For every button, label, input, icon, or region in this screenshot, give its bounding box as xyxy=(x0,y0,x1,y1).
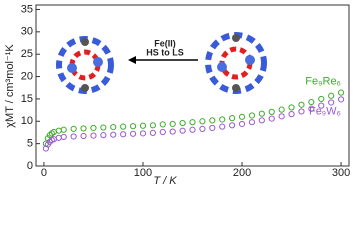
y-tick-label: 35 xyxy=(21,3,33,15)
data-point xyxy=(209,124,216,132)
data-point xyxy=(337,96,345,103)
data-point xyxy=(209,117,216,124)
data-point xyxy=(268,115,275,122)
data-point xyxy=(199,125,206,132)
x-tick-label: 100 xyxy=(134,167,152,179)
data-point xyxy=(169,128,176,135)
cluster-left xyxy=(56,36,114,94)
data-point xyxy=(100,132,107,139)
x-tick-label: 200 xyxy=(233,167,251,179)
annotation: Fe(II) xyxy=(154,38,176,48)
data-point xyxy=(199,118,206,125)
y-tick-label: 0 xyxy=(27,160,33,172)
data-point xyxy=(298,108,305,115)
data-point xyxy=(219,116,226,123)
data-point xyxy=(328,99,335,106)
y-axis-label: χMT / cm³mol⁻¹K xyxy=(4,44,16,128)
data-point xyxy=(189,119,196,126)
x-tick-label: 0 xyxy=(41,167,47,179)
data-point xyxy=(100,124,107,131)
y-tick-label: 20 xyxy=(21,70,33,82)
y-tick-label: 15 xyxy=(21,93,33,105)
y-tick-label: 25 xyxy=(21,48,33,60)
data-point xyxy=(189,126,196,133)
data-point xyxy=(55,134,62,141)
data-point xyxy=(238,120,246,128)
data-point xyxy=(179,127,186,134)
data-point xyxy=(268,108,275,115)
data-point xyxy=(70,133,77,140)
data-point xyxy=(139,122,147,129)
legend-label: Fe₉Re₆ xyxy=(305,76,341,88)
data-point xyxy=(120,131,127,138)
data-point xyxy=(60,126,67,133)
legend-label: Fe₉W₆ xyxy=(309,105,341,117)
y-tick-label: 10 xyxy=(21,115,33,127)
y-tick-label: 30 xyxy=(21,26,33,38)
data-point xyxy=(337,89,345,96)
data-point xyxy=(219,123,226,130)
data-point xyxy=(120,123,127,130)
data-point xyxy=(129,123,137,130)
data-point xyxy=(288,111,295,118)
arrow-head xyxy=(128,56,136,64)
data-point xyxy=(149,122,156,129)
plot-frame xyxy=(35,4,350,167)
chart: Fe(II) HS to LS T / K χMT / cm³mol⁻¹K 0 1… xyxy=(4,3,350,187)
data-point xyxy=(258,110,265,117)
data-point xyxy=(110,131,117,138)
data-point xyxy=(139,130,147,137)
data-point xyxy=(288,104,295,111)
data-point xyxy=(238,113,246,120)
data-point xyxy=(258,117,265,124)
data-point xyxy=(60,133,67,141)
data-point xyxy=(248,112,256,119)
x-tick-label: 300 xyxy=(332,167,350,179)
data-point xyxy=(308,105,315,112)
data-point xyxy=(159,128,166,136)
data-point xyxy=(80,132,87,140)
data-point xyxy=(90,124,97,132)
data-point xyxy=(328,92,335,99)
data-point xyxy=(90,132,97,139)
data-point xyxy=(318,95,325,103)
data-point xyxy=(149,129,156,137)
data-point xyxy=(70,125,77,132)
x-axis-label: T / K xyxy=(153,175,177,187)
cluster-right xyxy=(205,32,267,94)
data-point xyxy=(55,127,62,134)
data-point xyxy=(308,98,315,106)
data-point xyxy=(169,120,176,128)
data-point xyxy=(229,115,236,122)
y-tick-label: 5 xyxy=(27,138,33,150)
data-point xyxy=(298,101,305,108)
data-point xyxy=(110,123,117,131)
data-point xyxy=(318,102,325,109)
data-point xyxy=(278,113,285,120)
data-point xyxy=(229,122,236,129)
data-point xyxy=(159,121,166,128)
data-point xyxy=(80,125,87,132)
data-point xyxy=(278,106,285,113)
data-point xyxy=(129,130,137,137)
annotation: HS to LS xyxy=(146,47,184,57)
data-point xyxy=(179,119,186,127)
data-point xyxy=(248,119,256,126)
